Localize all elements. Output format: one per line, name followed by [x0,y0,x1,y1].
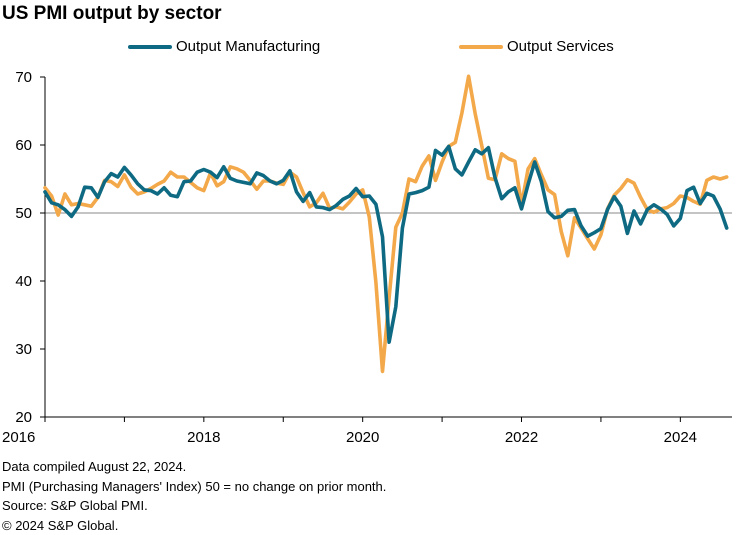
x-tick-label-2020: 2020 [346,429,379,446]
x-tick-label-2018: 2018 [187,429,220,446]
legend-label-services: Output Services [507,38,614,55]
y-tick-label-30: 30 [15,341,32,358]
y-tick-label-20: 20 [15,409,32,426]
legend-label-manufacturing: Output Manufacturing [176,38,321,55]
footnote-source: Source: S&P Global PMI. [2,498,148,513]
y-tick-label-50: 50 [15,205,32,222]
chart-footnotes: Data compiled August 22, 2024. PMI (Purc… [2,457,386,535]
line-chart: 20 30 40 50 60 70 2016 2018 2020 2022 2024 [2,69,732,446]
series-line-output-manufacturing [43,144,729,345]
legend-item-services: Output Services [459,38,614,55]
y-tick-label-40: 40 [15,273,32,290]
chart-title: US PMI output by sector [2,3,222,24]
legend-swatch-manufacturing [128,44,172,49]
legend-swatch-services [459,44,503,49]
footnote-copyright: © 2024 S&P Global. [2,517,119,533]
y-tick-label-60: 60 [15,137,32,154]
x-tick-label-2022: 2022 [505,429,538,446]
footnote-pmi-definition: PMI (Purchasing Managers' Index) 50 = no… [2,478,387,494]
x-tick-label-2016: 2016 [2,429,35,446]
legend-item-manufacturing: Output Manufacturing [128,38,320,55]
footnote-compiled: Data compiled August 22, 2024. [2,459,187,474]
x-tick-label-2024: 2024 [664,429,697,446]
chart-legend: Output Manufacturing Output Services [0,38,747,60]
y-tick-label-70: 70 [15,69,32,86]
